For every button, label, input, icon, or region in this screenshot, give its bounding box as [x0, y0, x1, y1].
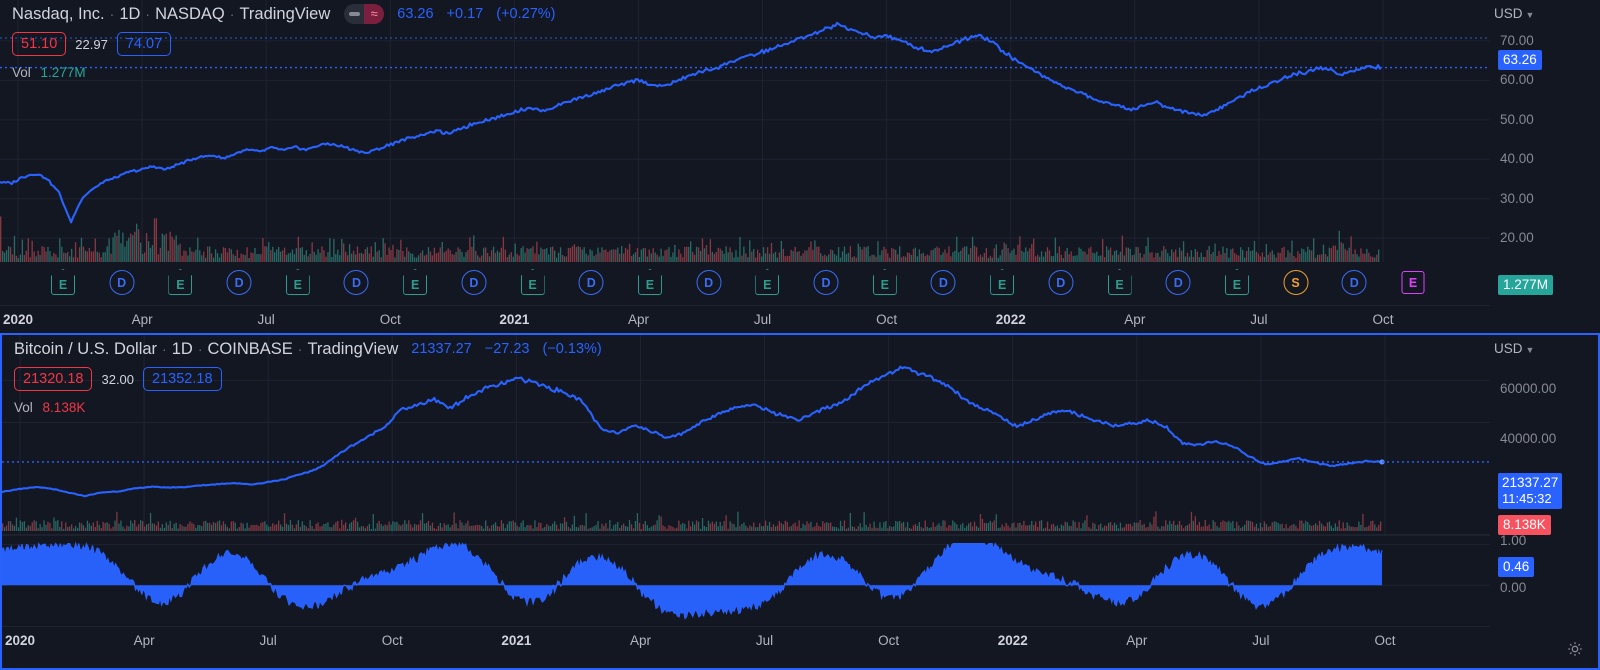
btc-chevron-down-icon[interactable]: ▼ [1525, 345, 1535, 355]
time-tick-2020: 2020 [2, 312, 34, 327]
time-tick-jul: Jul [1252, 633, 1270, 648]
marker-label: E [763, 277, 772, 292]
time-tick-oct: Oct [381, 633, 403, 648]
time-tick-apr: Apr [1126, 633, 1148, 648]
marker-label: E [1232, 277, 1242, 292]
event-marker-earnings[interactable]: E [1107, 269, 1132, 295]
time-tick-oct: Oct [1372, 312, 1394, 327]
event-marker-dividend[interactable]: D [343, 270, 369, 295]
btcusd-tick-60000: 60000.00 [1500, 381, 1557, 396]
btcusd-tick-40000: 40000.00 [1500, 431, 1557, 446]
btcusd-currency-label: USD [1494, 341, 1523, 356]
time-tick-apr: Apr [1124, 312, 1146, 327]
event-marker-dividend[interactable]: D [1165, 270, 1191, 295]
event-marker-earnings[interactable]: E [51, 269, 75, 295]
event-marker-earnings[interactable]: E [285, 269, 310, 295]
dash-icon[interactable] [344, 4, 365, 24]
marker-label: E [58, 277, 68, 292]
btcusd-plot-area[interactable] [2, 335, 1490, 668]
event-marker-dividend[interactable]: D [226, 270, 252, 295]
nasdaq-axis-tick-60-00: 60.00 [1500, 72, 1534, 88]
time-tick-apr: Apr [629, 633, 651, 648]
event-marker-dividend[interactable]: D [696, 270, 722, 295]
time-tick-2021: 2021 [499, 312, 530, 327]
btcusd-time-axis[interactable]: 2020 Apr Jul Oct 2021 Apr Jul Oct 2022 Apr Jul Oct [2, 626, 1490, 654]
time-tick-apr: Apr [131, 312, 153, 327]
nasdaq-price-axis[interactable]: USD ▼ 70.00 60.00 50.00 40.00 30.00 20.00 63.2… [1490, 0, 1600, 333]
nasdaq-axis-tick-70-00: 70.00 [1500, 32, 1534, 48]
btcusd-price-badge-value: 21337.27 [1502, 475, 1559, 490]
marker-label: E [528, 277, 537, 292]
event-marker-dividend[interactable]: D [1341, 270, 1367, 295]
cc-tick-0: 0.00 [1500, 580, 1527, 595]
event-marker-dividend[interactable]: D [813, 270, 839, 295]
time-tick-jul: Jul [257, 312, 275, 327]
chart-pane-nasdaq[interactable]: Nasdaq, Inc. · 1D · NASDAQ · TradingView… [0, 0, 1600, 333]
nasdaq-plot-area[interactable] [0, 0, 1490, 333]
nasdaq-price-svg [0, 0, 1490, 262]
marker-label: E [176, 277, 185, 292]
event-marker-earnings[interactable]: E [1224, 269, 1249, 295]
event-marker-earnings-future[interactable]: E [1401, 271, 1425, 294]
time-tick-apr: Apr [133, 633, 155, 648]
nasdaq-currency-selector[interactable]: USD ▼ [1494, 6, 1534, 21]
event-marker-earnings[interactable]: E [168, 269, 193, 295]
btcusd-volume-badge: 8.138K [1498, 515, 1551, 535]
event-marker-earnings[interactable]: E [872, 269, 897, 295]
event-marker-earnings[interactable]: E [990, 269, 1015, 295]
event-marker-earnings[interactable]: E [755, 269, 780, 295]
marker-label: E [1115, 277, 1124, 292]
nasdaq-axis-tick-20-00: 20.00 [1500, 230, 1534, 246]
time-tick-jul: Jul [259, 633, 277, 648]
cc-tick-1: 1.00 [1500, 533, 1527, 548]
marker-label: E [293, 277, 302, 292]
btcusd-price-badge-time: 11:45:32 [1502, 491, 1552, 506]
nasdaq-time-axis[interactable]: 2020 Apr Jul Oct 2021 Apr Jul Oct 2022 Apr Jul Oct [0, 305, 1490, 333]
nasdaq-price-badge: 63.26 [1498, 50, 1542, 70]
chart-pane-btcusd[interactable]: Bitcoin / U.S. Dollar · 1D · COINBASE · … [0, 333, 1600, 670]
btcusd-price-badge: 21337.27 11:45:32 [1498, 473, 1563, 509]
event-marker-dividend[interactable]: D [461, 270, 487, 295]
event-marker-dividend[interactable]: D [109, 270, 135, 295]
time-tick-oct: Oct [379, 312, 401, 327]
series-visibility-toggle[interactable]: ≈ [344, 4, 385, 24]
nasdaq-axis-tick-30-00: 30.00 [1500, 190, 1534, 206]
btcusd-currency-selector[interactable]: USD ▼ [1494, 341, 1534, 356]
marker-label: E [645, 277, 655, 292]
nasdaq-axis-tick-50-00: 50.00 [1500, 111, 1534, 127]
gear-icon[interactable] [1566, 640, 1584, 658]
nasdaq-currency-label: USD [1494, 6, 1523, 21]
event-marker-earnings[interactable]: E [637, 269, 662, 295]
event-marker-dividend[interactable]: D [578, 270, 604, 295]
time-tick-2022: 2022 [997, 633, 1028, 648]
time-tick-2022: 2022 [995, 312, 1026, 327]
marker-label: E [411, 277, 420, 292]
event-marker-earnings[interactable]: E [403, 269, 428, 295]
time-tick-2021: 2021 [501, 633, 532, 648]
marker-label: E [880, 277, 889, 292]
time-tick-jul: Jul [1250, 312, 1268, 327]
nasdaq-volume-badge: 1.277M [1498, 275, 1554, 295]
time-tick-2020: 2020 [4, 633, 36, 648]
time-tick-oct: Oct [878, 633, 900, 648]
time-tick-oct: Oct [876, 312, 898, 327]
marker-label: E [997, 277, 1007, 292]
nasdaq-axis-tick-40-00: 40.00 [1500, 151, 1534, 167]
chevron-down-icon[interactable]: ▼ [1525, 10, 1535, 20]
event-marker-earnings[interactable]: E [520, 269, 545, 295]
event-marker-dividend[interactable]: D [930, 270, 956, 295]
time-tick-apr: Apr [627, 312, 649, 327]
time-tick-jul: Jul [755, 633, 774, 648]
event-marker-split[interactable]: S [1283, 270, 1309, 295]
btcusd-price-axis[interactable]: USD ▼ 60000.00 40000.00 21337.27 11:45:32… [1490, 335, 1598, 668]
time-tick-jul: Jul [753, 312, 772, 327]
cc-value-badge: 0.46 [1498, 557, 1535, 577]
event-marker-dividend[interactable]: D [1048, 270, 1074, 295]
time-tick-oct: Oct [1374, 633, 1396, 648]
btcusd-price-svg [2, 335, 1490, 620]
wave-icon[interactable]: ≈ [364, 4, 385, 24]
